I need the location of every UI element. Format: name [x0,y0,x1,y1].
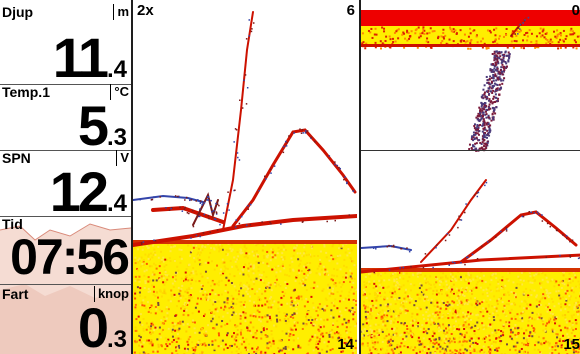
temperature-readout: Temp.1 °C 5.3 [0,84,131,154]
sonar-echo-display-full [361,10,580,354]
speed-value: 0.3 [78,300,127,354]
speed-value-dec: .3 [106,326,127,353]
time-readout: Tid 07:56 [0,216,131,284]
time-value: 07:56 [10,229,130,285]
depth-value-int: 11 [52,26,109,89]
full-range-top-label: 0 [571,2,580,19]
depth-readout: Djup m 11.4 [0,4,131,86]
temperature-unit: °C [110,84,129,100]
depth-label: Djup [2,4,34,20]
sonar-view-full-range[interactable]: 0 15 [359,0,580,354]
divider [0,284,131,285]
speed-unit: knop [93,286,129,302]
divider [0,216,131,217]
time-value-text: 07:56 [10,229,130,285]
divider [0,84,131,85]
range-top-label: 6 [346,2,355,19]
divider [0,150,131,151]
voltage-label: SPN [2,150,31,166]
depth-value-dec: .4 [106,56,127,83]
depth-value: 11.4 [53,30,127,86]
history-graph-ghost [0,223,131,354]
voltage-unit: V [116,150,129,166]
voltage-value-int: 12 [49,160,109,223]
voltage-readout: SPN V 12.4 [0,150,131,220]
data-panel: Djup m 11.4 Temp.1 °C 5.3 SPN V 12.4 Tid… [0,0,133,354]
time-label: Tid [2,216,23,232]
zoom-level-label: 2x [137,2,154,19]
full-range-bottom-label: 15 [563,336,580,353]
speed-readout: Fart knop 0.3 [0,286,131,354]
sonar-echo-display [133,11,357,354]
depth-unit: m [113,4,129,20]
temperature-value: 5.3 [78,98,127,154]
temperature-label: Temp.1 [2,84,50,100]
speed-value-int: 0 [77,296,109,354]
temperature-value-int: 5 [77,94,109,157]
speed-label: Fart [2,286,29,302]
sonar-view-zoomed-2x[interactable]: 2x 6 14 [133,0,357,354]
voltage-value: 12.4 [50,164,127,220]
range-bottom-label: 14 [337,336,354,353]
voltage-value-dec: .4 [106,190,127,217]
temperature-value-dec: .3 [106,124,127,151]
zoom-window-frame [361,150,580,353]
